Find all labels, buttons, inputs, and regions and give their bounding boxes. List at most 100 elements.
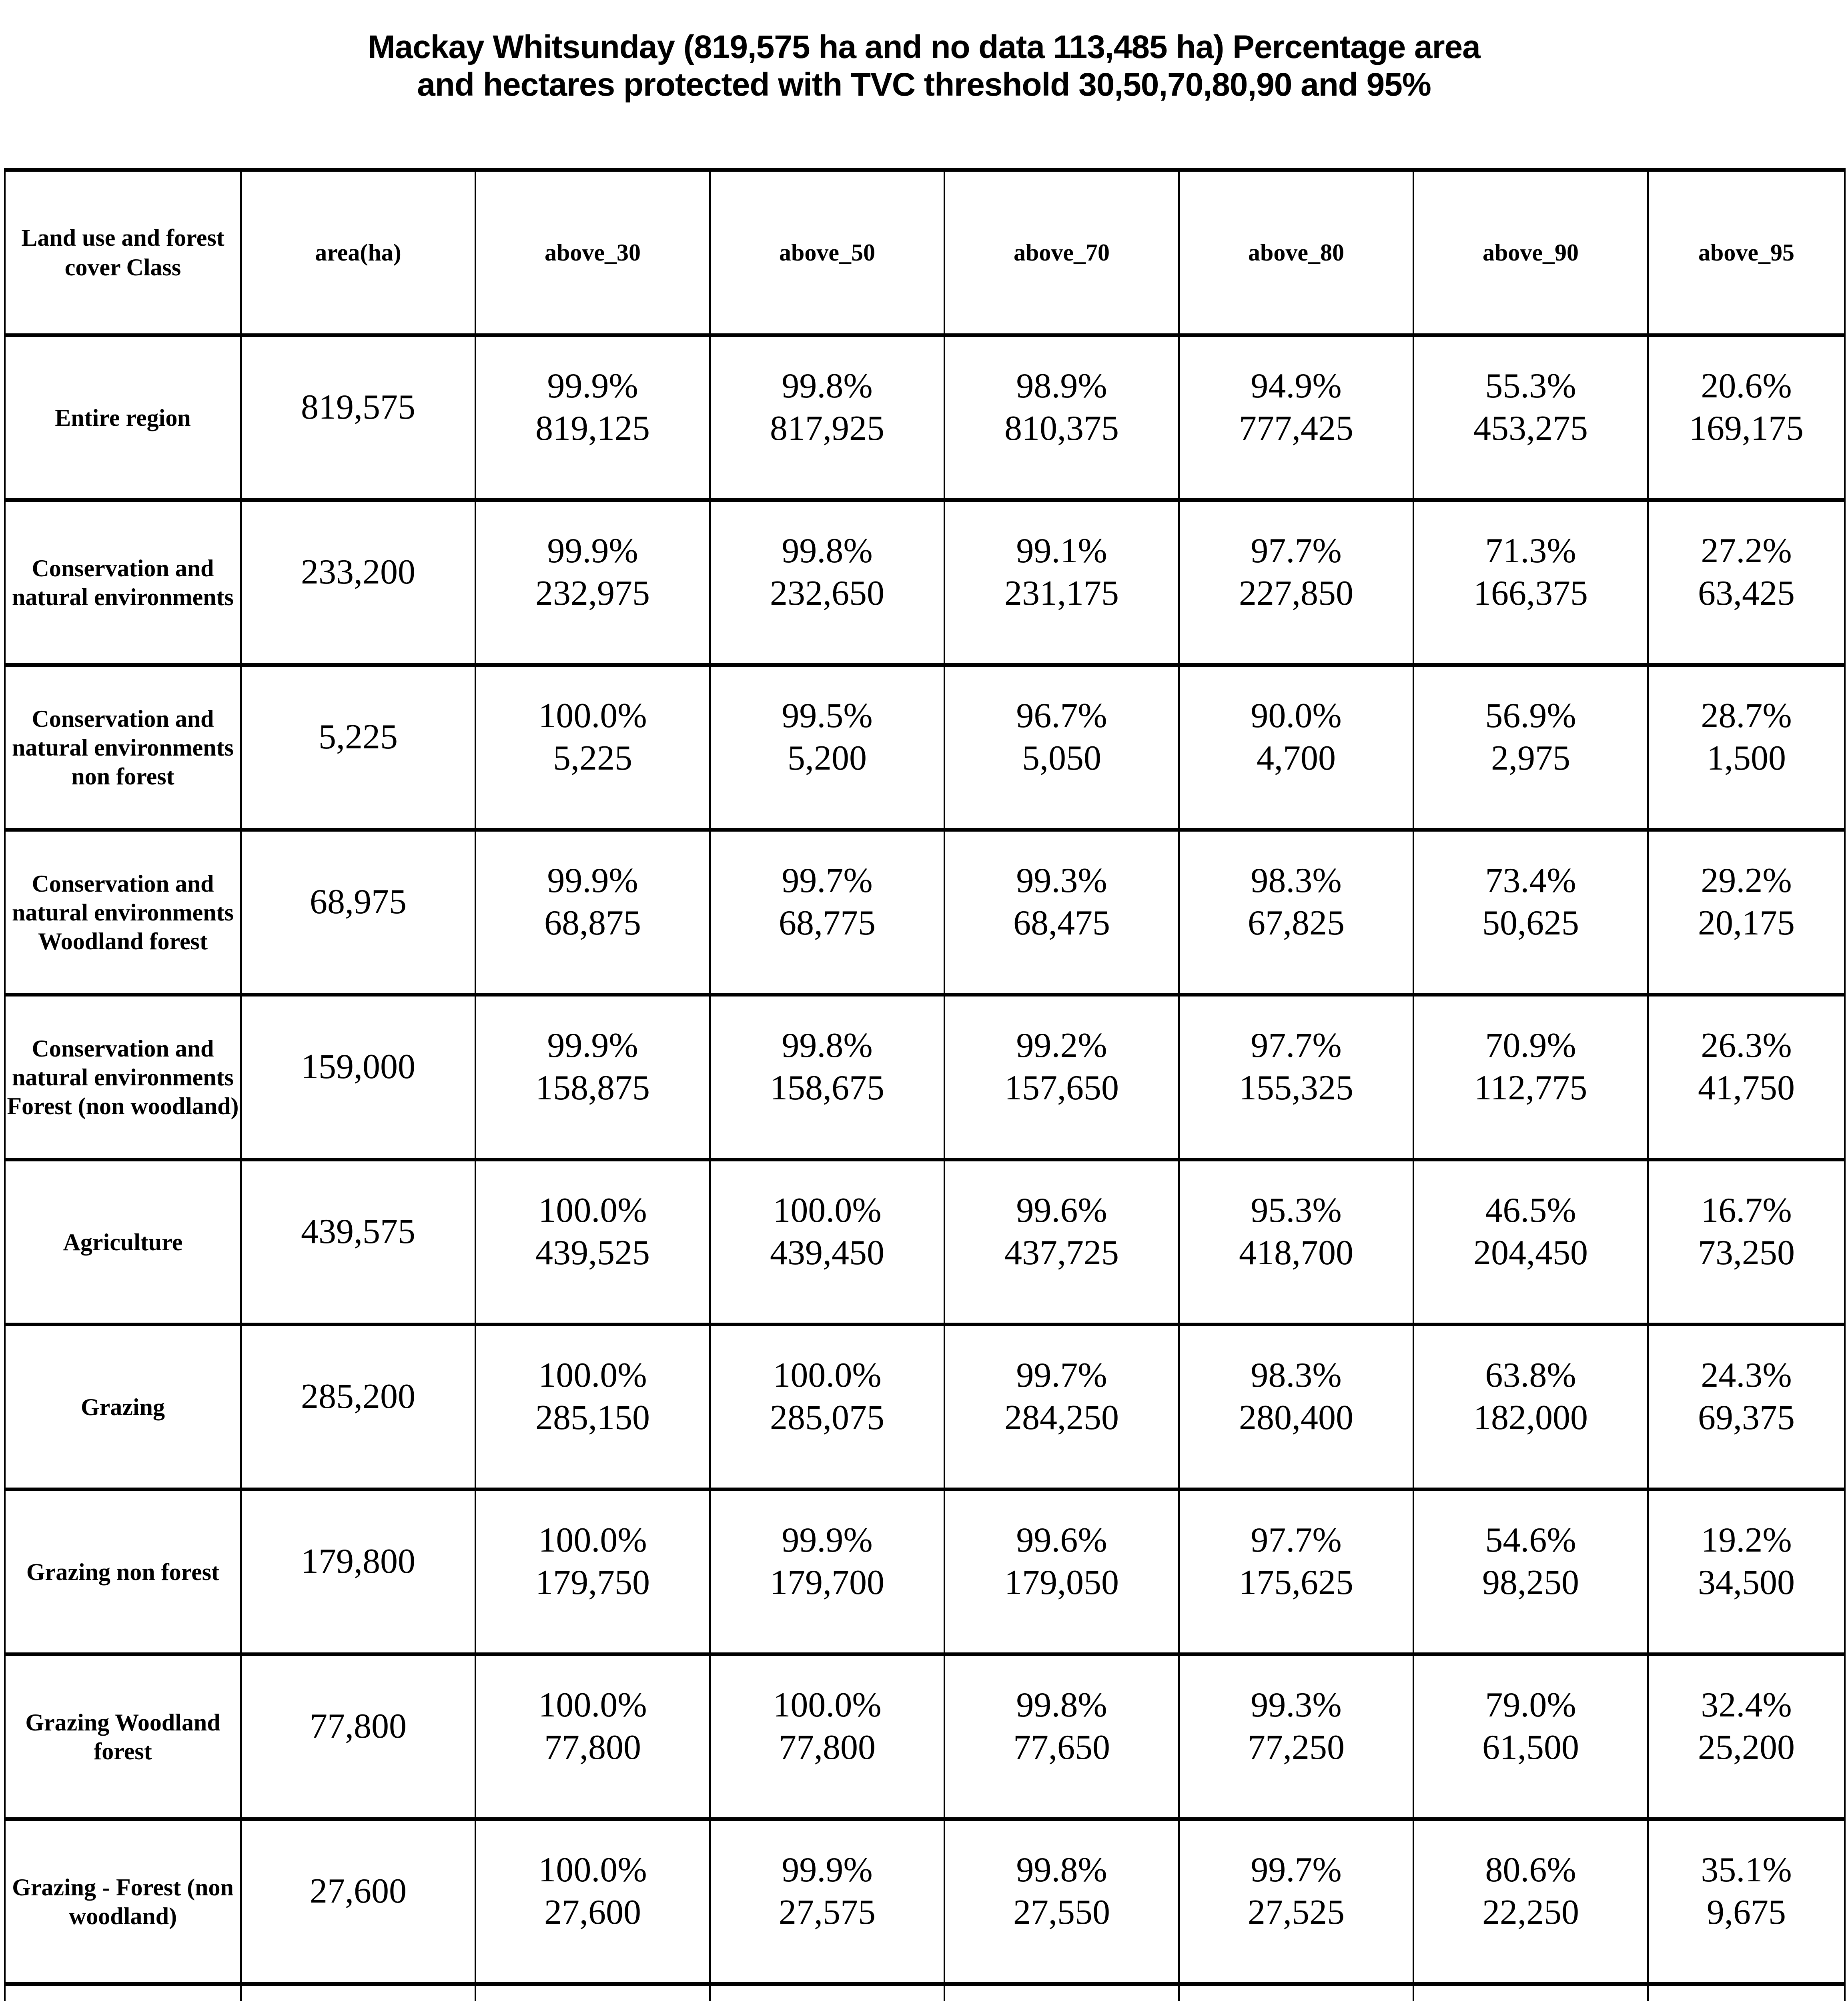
data-cell: 100.0% 77,800 xyxy=(475,1652,711,1821)
hectares-value: 819,125 xyxy=(535,409,650,448)
hectares-value: 77,800 xyxy=(544,1728,641,1767)
hectares-value: 232,975 xyxy=(535,573,650,613)
percent-value: 70.9% xyxy=(1485,1026,1576,1065)
hectares-value: 285,150 xyxy=(535,1398,650,1437)
percent-value: 99.7% xyxy=(782,861,873,900)
hectares-value: 439,525 xyxy=(535,1233,650,1272)
area-cell: 77,800 xyxy=(240,1652,476,1821)
area-value: 159,000 xyxy=(301,1047,415,1086)
data-cell: 100.0% 27,600 xyxy=(475,1817,711,1986)
percent-value: 46.5% xyxy=(1485,1191,1576,1230)
percent-value: 99.9% xyxy=(547,1026,638,1065)
data-cell: 97.7% 155,325 xyxy=(1178,993,1414,1161)
hectares-value: 231,175 xyxy=(1004,573,1119,613)
data-cell: 71.3% 166,375 xyxy=(1413,498,1649,667)
hectares-value: 63,425 xyxy=(1698,573,1795,613)
header-cell: above_90 xyxy=(1413,168,1649,337)
tvc-table: Land use and forest cover Class area(ha) a… xyxy=(4,168,1846,2001)
area-cell: 439,575 xyxy=(240,1158,476,1326)
data-cell: 79.0% 61,500 xyxy=(1413,1652,1649,1821)
data-cell: 100.0% 77,800 xyxy=(709,1652,945,1821)
row-label-cell: Grazing non forest xyxy=(4,1488,242,1656)
percent-value: 99.6% xyxy=(1016,1520,1107,1560)
table-row: Irrigation154,325100.0%154,325100.0%154,… xyxy=(4,1982,1846,2001)
percent-value: 100.0% xyxy=(773,1191,882,1230)
row-label-cell: Grazing Woodland forest xyxy=(4,1652,242,1821)
page-title-line1: Mackay Whitsunday (819,575 ha and no dat… xyxy=(368,28,1480,65)
area-value: 819,575 xyxy=(301,387,415,427)
hectares-value: 77,800 xyxy=(779,1728,876,1767)
hectares-value: 179,700 xyxy=(770,1563,884,1602)
percent-value: 99.7% xyxy=(1016,1355,1107,1395)
row-label-cell: Grazing xyxy=(4,1323,242,1491)
percent-value: 100.0% xyxy=(538,1685,647,1724)
data-cell: 99.6% 437,725 xyxy=(944,1158,1180,1326)
data-cell: 54.6% 98,250 xyxy=(1413,1488,1649,1656)
hectares-value: 34,500 xyxy=(1698,1563,1795,1602)
area-value: 77,800 xyxy=(310,1706,407,1746)
data-cell: 99.9% 232,975 xyxy=(475,498,711,667)
percent-value: 99.9% xyxy=(782,1520,873,1560)
percent-value: 100.0% xyxy=(538,1355,647,1395)
area-value: 179,800 xyxy=(301,1542,415,1581)
data-cell: 99.7% 284,250 xyxy=(944,1323,1180,1491)
percent-value: 99.8% xyxy=(1016,1685,1107,1724)
area-value: 68,975 xyxy=(310,882,407,921)
row-label-cell: Conservation and natural environments xyxy=(4,498,242,667)
header-cell: above_30 xyxy=(475,168,711,337)
data-cell: 99.5% 5,200 xyxy=(709,663,945,832)
hectares-value: 179,750 xyxy=(535,1563,650,1602)
data-cell: 99.8% 817,925 xyxy=(709,333,945,502)
percent-value: 55.3% xyxy=(1485,366,1576,405)
hectares-value: 158,675 xyxy=(770,1068,884,1107)
area-value: 5,225 xyxy=(319,717,398,756)
hectares-value: 179,050 xyxy=(1004,1563,1119,1602)
percent-value: 98.9% xyxy=(1016,366,1107,405)
percent-value: 16.7% xyxy=(1701,1191,1792,1230)
table-row: Grazing - Forest (non woodland) 27,600 100… xyxy=(4,1817,1846,1986)
percent-value: 99.1% xyxy=(1016,531,1107,570)
page-title: Mackay Whitsunday (819,575 ha and no dat… xyxy=(0,28,1848,104)
data-cell: 26.3% 41,750 xyxy=(1647,993,1846,1161)
hectares-value: 112,775 xyxy=(1474,1068,1587,1107)
area-cell: 5,225 xyxy=(240,663,476,832)
hectares-value: 182,000 xyxy=(1473,1398,1588,1437)
data-cell: 73.4% 50,625 xyxy=(1413,828,1649,996)
data-cell: 99.8% 27,550 xyxy=(944,1817,1180,1986)
data-cell: 46.5% 204,450 xyxy=(1413,1158,1649,1326)
row-label-cell: Conservation and natural environments Wo… xyxy=(4,828,242,996)
hectares-value: 68,475 xyxy=(1013,903,1110,942)
hectares-value: 227,850 xyxy=(1239,573,1353,613)
percent-value: 96.7% xyxy=(1016,696,1107,735)
hectares-value: 453,275 xyxy=(1473,409,1588,448)
percent-value: 98.3% xyxy=(1251,1355,1342,1395)
hectares-value: 67,825 xyxy=(1248,903,1345,942)
percent-value: 99.8% xyxy=(1016,1850,1107,1889)
hectares-value: 20,175 xyxy=(1698,903,1795,942)
hectares-value: 5,200 xyxy=(788,738,867,778)
data-cell: 99.6% 179,050 xyxy=(944,1488,1180,1656)
percent-value: 98.3% xyxy=(1251,861,1342,900)
area-cell: 285,200 xyxy=(240,1323,476,1491)
percent-value: 99.3% xyxy=(1251,1685,1342,1724)
percent-value: 99.8% xyxy=(782,531,873,570)
header-cell: area(ha) xyxy=(240,168,476,337)
hectares-value: 77,250 xyxy=(1248,1728,1345,1767)
hectares-value: 41,750 xyxy=(1698,1068,1795,1107)
area-value: 27,600 xyxy=(310,1871,407,1911)
data-cell: 99.2% 157,650 xyxy=(944,993,1180,1161)
hectares-value: 285,075 xyxy=(770,1398,884,1437)
hectares-value: 73,250 xyxy=(1698,1233,1795,1272)
data-cell: 98.3% 280,400 xyxy=(1178,1323,1414,1491)
hectares-value: 157,650 xyxy=(1004,1068,1119,1107)
hectares-value: 2,975 xyxy=(1491,738,1570,778)
hectares-value: 166,375 xyxy=(1473,573,1588,613)
hectares-value: 158,875 xyxy=(535,1068,650,1107)
percent-value: 24.3% xyxy=(1701,1355,1792,1395)
data-cell: 20.6% 169,175 xyxy=(1647,333,1846,502)
table-row: Conservation and natural environments no… xyxy=(4,663,1846,832)
data-cell: 99.9% 27,575 xyxy=(709,1817,945,1986)
percent-value: 99.6% xyxy=(1016,1191,1107,1230)
data-cell: 35.1% 9,675 xyxy=(1647,1817,1846,1986)
